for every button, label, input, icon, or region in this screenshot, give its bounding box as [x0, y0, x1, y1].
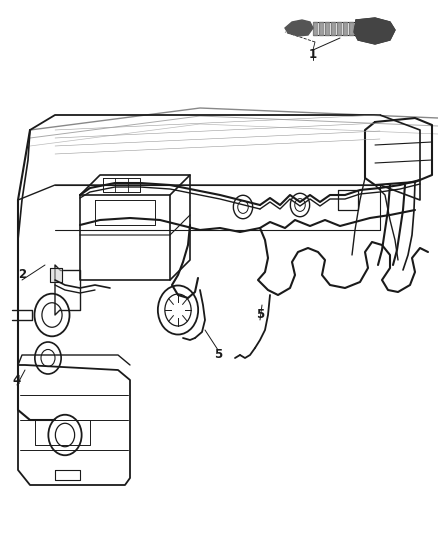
- Text: 1: 1: [309, 49, 317, 61]
- Polygon shape: [343, 22, 347, 35]
- Polygon shape: [285, 20, 313, 36]
- Text: 4: 4: [13, 374, 21, 386]
- Polygon shape: [337, 22, 341, 35]
- Polygon shape: [319, 22, 323, 35]
- Polygon shape: [331, 22, 335, 35]
- Text: 2: 2: [18, 269, 26, 281]
- Polygon shape: [325, 22, 329, 35]
- Polygon shape: [349, 22, 353, 35]
- Polygon shape: [50, 268, 62, 282]
- Text: 5: 5: [256, 309, 264, 321]
- Text: 5: 5: [214, 349, 222, 361]
- Polygon shape: [313, 22, 317, 35]
- Polygon shape: [354, 18, 395, 44]
